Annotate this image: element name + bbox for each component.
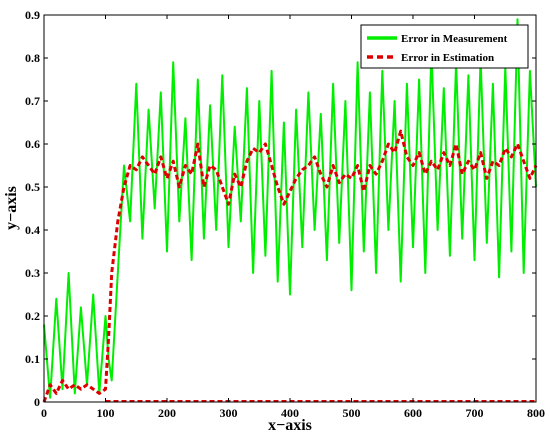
plot-frame [43,14,537,403]
series-line-measurement [43,18,537,399]
series-line-estimation [42,129,538,403]
y-tick-label: 0.2 [25,309,40,323]
series-layer [42,18,538,403]
y-tick-label: 0.6 [25,137,40,151]
y-tick-label: 0.9 [25,8,40,22]
axis-layer: 0 100 200 300 400 500 600 700 800 0 0.1 0.2 0.3 0.4 0.… [25,8,545,420]
legend-label-measurement: Error in Measurement [401,33,508,45]
y-tick-label: 0.7 [25,94,40,108]
y-tick-label: 0.8 [25,51,40,65]
x-tick-label: 100 [97,406,115,420]
x-tick-label: 200 [158,406,176,420]
x-tick-label: 800 [527,406,545,420]
x-tick-label: 600 [404,406,422,420]
x-tick-label: 700 [466,406,484,420]
x-tick-label: 500 [343,406,361,420]
legend-box [360,24,529,69]
y-tick-label: 0 [34,395,40,409]
x-tick-label: 0 [41,406,47,420]
x-axis-label: x−axis [268,417,312,434]
y-tick-label: 0.5 [25,180,40,194]
x-tick-label: 300 [220,406,238,420]
y-tick-label: 0.1 [25,352,40,366]
plot-background [44,15,536,402]
x-tick-label: 400 [281,406,299,420]
y-tick-label: 0.3 [25,266,40,280]
y-tick-label: 0.4 [25,223,40,237]
y-axis-label: y−axis [3,186,20,230]
legend-label-estimation: Error in Estimation [401,52,494,64]
legend: Error in Measurement Error in Estimation [360,24,529,69]
